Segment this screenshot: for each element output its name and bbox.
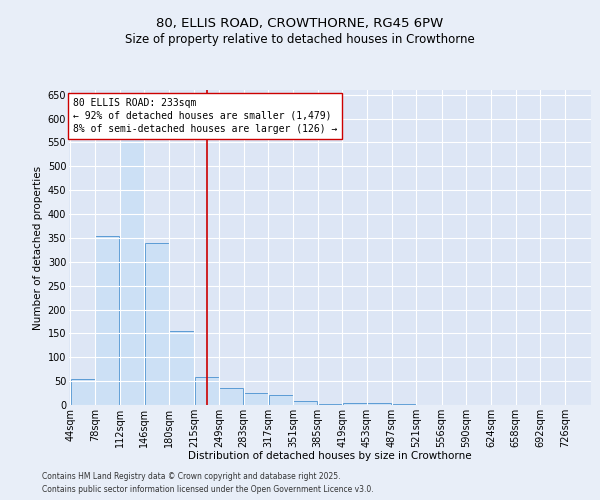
Bar [220,388,244,405]
Bar [269,394,293,405]
X-axis label: Distribution of detached houses by size in Crowthorne: Distribution of detached houses by size … [188,452,472,462]
Text: Contains public sector information licensed under the Open Government Licence v3: Contains public sector information licen… [42,485,374,494]
Text: 80 ELLIS ROAD: 233sqm
← 92% of detached houses are smaller (1,479)
8% of semi-de: 80 ELLIS ROAD: 233sqm ← 92% of detached … [73,98,337,134]
Bar [145,242,169,405]
Bar [318,404,342,405]
Bar [293,401,317,405]
Bar [169,331,194,405]
Bar [343,402,367,405]
Text: 80, ELLIS ROAD, CROWTHORNE, RG45 6PW: 80, ELLIS ROAD, CROWTHORNE, RG45 6PW [157,18,443,30]
Bar [120,114,144,405]
Text: Contains HM Land Registry data © Crown copyright and database right 2025.: Contains HM Land Registry data © Crown c… [42,472,341,481]
Bar [95,236,119,405]
Y-axis label: Number of detached properties: Number of detached properties [34,166,43,330]
Bar [195,378,219,405]
Bar [71,379,95,405]
Bar [392,404,416,405]
Bar [367,402,391,405]
Bar [244,393,268,405]
Text: Size of property relative to detached houses in Crowthorne: Size of property relative to detached ho… [125,32,475,46]
